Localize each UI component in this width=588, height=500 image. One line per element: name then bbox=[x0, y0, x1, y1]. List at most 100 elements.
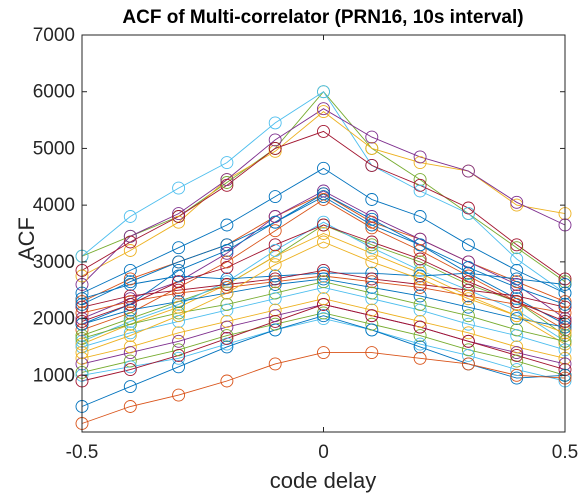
series-4-point bbox=[172, 207, 186, 221]
series-20-point bbox=[413, 314, 427, 328]
series-15-point bbox=[220, 278, 234, 291]
series-line-29 bbox=[81, 224, 566, 322]
series-2-point bbox=[172, 181, 186, 195]
series-5-point bbox=[220, 178, 234, 192]
series-line-23 bbox=[81, 318, 566, 382]
series-5-point bbox=[510, 238, 524, 252]
series-23-point bbox=[413, 337, 427, 351]
x-tick-label: 0.5 bbox=[552, 442, 578, 463]
series-28-point bbox=[413, 238, 427, 252]
series-14-point bbox=[413, 269, 427, 283]
series-11-point bbox=[461, 278, 475, 291]
series-23-point bbox=[461, 348, 475, 362]
series-9-point bbox=[172, 263, 186, 277]
series-19-point bbox=[123, 326, 137, 340]
series-15-point bbox=[461, 283, 475, 297]
series-7-point bbox=[510, 275, 524, 289]
series-19-point bbox=[413, 303, 427, 317]
series-25-point bbox=[268, 357, 282, 371]
series-20-point bbox=[510, 340, 524, 354]
series-6-point bbox=[172, 241, 186, 255]
series-12-point bbox=[220, 275, 234, 289]
series-25-point bbox=[172, 388, 186, 402]
series-13-point bbox=[413, 266, 427, 280]
series-27-point bbox=[268, 258, 282, 272]
series-18-point bbox=[123, 317, 137, 331]
series-16-point bbox=[365, 275, 379, 289]
series-29-point bbox=[461, 275, 475, 289]
series-24-point bbox=[365, 323, 379, 337]
series-6-point bbox=[365, 193, 379, 206]
series-12-point bbox=[413, 263, 427, 277]
y-axis-label: ACF bbox=[14, 217, 39, 261]
series-22-point bbox=[220, 329, 234, 343]
series-17-point bbox=[172, 295, 186, 309]
series-27-point bbox=[510, 309, 524, 323]
series-line-5 bbox=[81, 130, 566, 280]
series-1-point bbox=[413, 173, 427, 187]
series-3-point bbox=[268, 144, 282, 158]
series-line-8 bbox=[81, 190, 566, 320]
series-14-point bbox=[317, 266, 330, 280]
series-22-point bbox=[413, 329, 427, 343]
series-28-point bbox=[365, 218, 379, 232]
series-23-point bbox=[123, 360, 137, 374]
series-16-point bbox=[123, 295, 137, 309]
series-26-point bbox=[220, 331, 234, 345]
series-20-point bbox=[172, 326, 186, 340]
series-15-point bbox=[172, 283, 186, 297]
series-8-point bbox=[461, 255, 475, 269]
series-21-point bbox=[220, 320, 234, 334]
series-17-point bbox=[413, 289, 427, 303]
series-25-point bbox=[413, 351, 427, 365]
series-28-point bbox=[172, 255, 186, 269]
series-line-28 bbox=[81, 196, 566, 305]
series-20-point bbox=[365, 303, 379, 317]
series-14-point bbox=[461, 266, 475, 280]
series-26-point bbox=[461, 334, 475, 348]
series-13-point bbox=[365, 246, 379, 260]
series-19-point bbox=[268, 292, 282, 306]
series-markers bbox=[75, 85, 572, 430]
series-9-point bbox=[220, 244, 234, 257]
series-18-point bbox=[510, 323, 524, 337]
series-2-point bbox=[461, 207, 475, 221]
series-21-point bbox=[510, 346, 524, 360]
series-5-point bbox=[365, 158, 379, 172]
series-18-point bbox=[413, 297, 427, 311]
series-8-point bbox=[317, 184, 330, 198]
series-15-point bbox=[317, 263, 330, 277]
series-26-point bbox=[413, 320, 427, 334]
series-2-point bbox=[510, 252, 524, 266]
series-12-point bbox=[365, 241, 379, 255]
series-29-point bbox=[123, 297, 137, 311]
series-27-point bbox=[413, 272, 427, 286]
series-9-point bbox=[365, 212, 379, 226]
series-10-point bbox=[123, 306, 137, 320]
series-17-point bbox=[317, 272, 330, 286]
series-17-point bbox=[268, 278, 282, 291]
series-18-point bbox=[461, 309, 475, 323]
series-8-point bbox=[123, 292, 137, 306]
x-axis-ticks: -0.5 0 0.5 bbox=[66, 35, 578, 463]
series-2-point bbox=[317, 85, 330, 99]
series-13-point bbox=[268, 249, 282, 263]
series-29-point bbox=[365, 235, 379, 249]
series-26-point bbox=[268, 314, 282, 328]
series-line-2 bbox=[81, 91, 566, 294]
series-20-point bbox=[268, 303, 282, 317]
series-3-point bbox=[510, 198, 524, 212]
series-16-point bbox=[413, 280, 427, 294]
series-17-point bbox=[365, 280, 379, 294]
series-line-24 bbox=[81, 315, 566, 407]
series-29-point bbox=[172, 275, 186, 289]
y-tick-label: 3000 bbox=[33, 252, 75, 273]
series-11-point bbox=[413, 255, 427, 269]
series-4-point bbox=[220, 173, 234, 187]
series-7-point bbox=[365, 215, 379, 229]
series-9-point bbox=[510, 292, 524, 306]
series-15-point bbox=[123, 289, 137, 303]
series-28-point bbox=[123, 275, 137, 289]
series-27-point bbox=[123, 329, 137, 343]
series-line-3 bbox=[81, 111, 566, 277]
